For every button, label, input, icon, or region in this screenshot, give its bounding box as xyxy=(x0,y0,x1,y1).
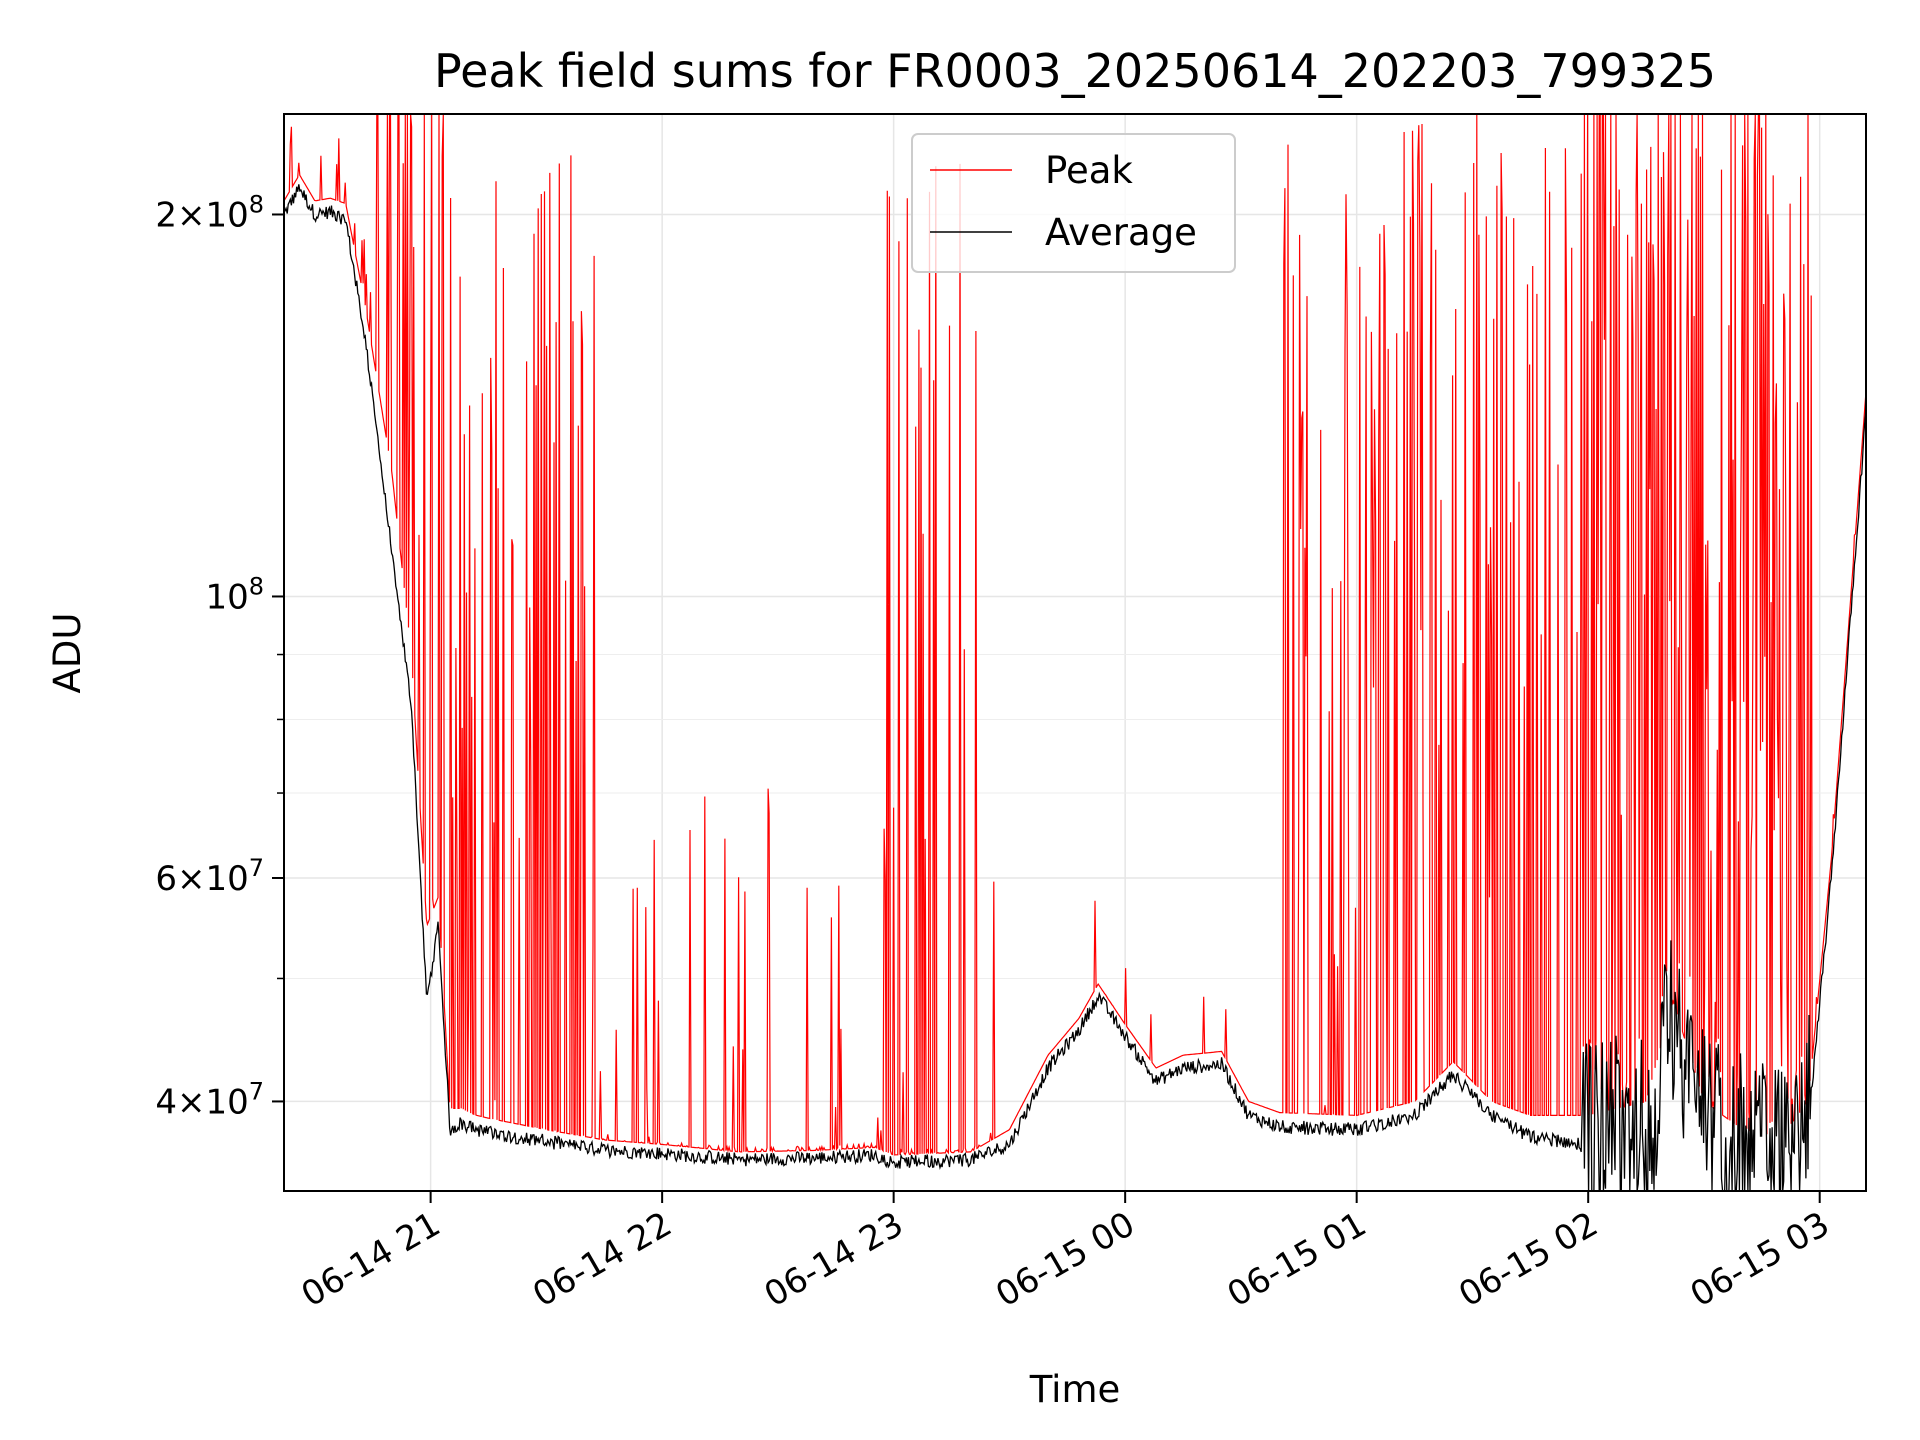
chart-title: Peak field sums for FR0003_20250614_2022… xyxy=(434,44,1716,98)
plot-frame xyxy=(283,113,1867,1192)
y-tick-label: 108 xyxy=(205,572,264,617)
series-line-average xyxy=(283,184,1867,1193)
y-tick-label: 6×107 xyxy=(155,854,264,899)
x-axis-title: Time xyxy=(1029,1368,1121,1411)
legend-label-average: Average xyxy=(1045,211,1197,254)
y-axis-title: ADU xyxy=(46,613,89,694)
y-tick-label: 4×107 xyxy=(155,1077,264,1122)
legend-box xyxy=(911,133,1236,273)
legend: Peak Average xyxy=(911,133,1236,273)
y-tick-label: 2×108 xyxy=(155,190,264,235)
legend-label-peak: Peak xyxy=(1045,149,1133,192)
